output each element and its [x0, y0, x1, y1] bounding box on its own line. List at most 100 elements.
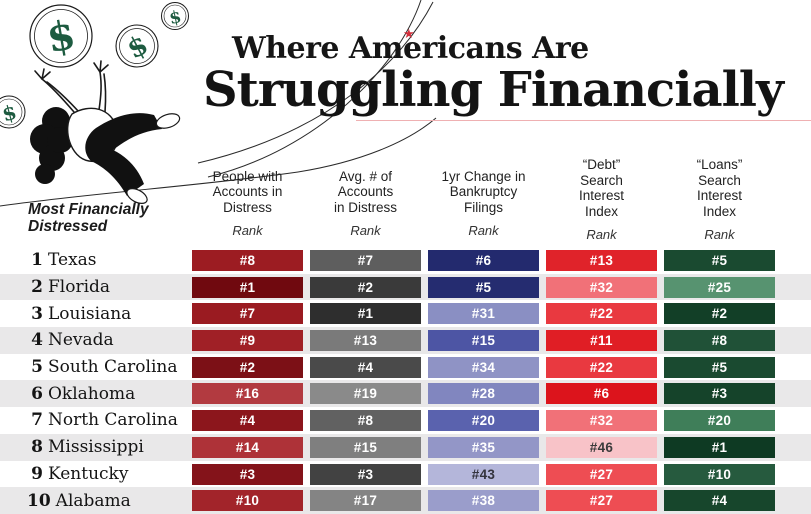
rank-cell: #6: [428, 250, 539, 271]
table-row: 5 South Carolina #2 #4 #34 #22 #5: [0, 354, 811, 381]
svg-text:$: $: [43, 11, 79, 62]
column-header-title: People with Accounts in Distress: [212, 168, 283, 215]
state-rank-number: 5: [31, 357, 43, 378]
title-line1: Where Americans Are: [232, 31, 589, 66]
state-name: Kentucky: [48, 463, 129, 484]
rank-cell: #8: [192, 250, 303, 271]
rank-cell: #4: [664, 490, 775, 512]
rank-cell: #3: [310, 463, 421, 485]
column-header: People with Accounts in Distress Rank: [182, 157, 313, 239]
column-rank-label: Rank: [232, 223, 263, 238]
state-rank-number: 4: [31, 330, 43, 351]
rank-cell: #1: [310, 303, 421, 325]
rank-cell: #13: [546, 250, 657, 271]
rank-cell: #8: [664, 330, 775, 352]
column-rank-label: Rank: [586, 227, 617, 242]
table-row: 6 Oklahoma #16 #19 #28 #6 #3: [0, 380, 811, 408]
rank-cell: #22: [546, 356, 657, 378]
rank-cell: #6: [546, 383, 657, 405]
table-row: 7 North Carolina #4 #8 #20 #32 #20: [0, 407, 811, 434]
rank-cell: #4: [310, 356, 421, 378]
column-header-title: “Loans” Search Interest Index: [696, 157, 743, 219]
rank-cell: #3: [664, 383, 775, 405]
rank-cell: #20: [428, 410, 539, 432]
title-underline-rule: [356, 120, 811, 121]
rank-cell: #27: [546, 463, 657, 485]
rank-cell: #16: [192, 383, 303, 405]
state-name: Florida: [48, 277, 111, 298]
rank-cell: #15: [428, 330, 539, 352]
rank-cell: #10: [192, 490, 303, 512]
rank-cell: #5: [428, 276, 539, 298]
rank-cell: #35: [428, 436, 539, 458]
state-label: 6 Oklahoma: [27, 384, 135, 404]
state-rank-number: 2: [31, 277, 43, 298]
state-label: 4 Nevada: [27, 330, 114, 350]
state-name: Oklahoma: [48, 383, 136, 404]
state-rank-number: 1: [31, 250, 43, 271]
rank-cell: #27: [546, 490, 657, 512]
state-label: 2 Florida: [27, 277, 110, 297]
table-row: 3 Louisiana #7 #1 #31 #22 #2: [0, 300, 811, 327]
rank-cell: #1: [664, 436, 775, 458]
rank-cell: #9: [192, 330, 303, 352]
column-header: “Loans” Search Interest Index Rank: [654, 157, 785, 242]
table-row: 8 Mississippi #14 #15 #35 #46 #1: [0, 433, 811, 461]
state-rank-number: 9: [31, 463, 43, 484]
column-header: Avg. # of Accounts in Distress Rank: [300, 157, 431, 239]
svg-text:$: $: [122, 29, 153, 65]
rank-cell: #11: [546, 330, 657, 352]
rank-cell: #2: [192, 356, 303, 378]
rank-cell: #2: [664, 303, 775, 325]
table-row: 10 Alabama #10 #17 #38 #27 #4: [0, 487, 811, 514]
rank-cell: #3: [192, 463, 303, 485]
state-name: Texas: [48, 250, 97, 271]
rank-cell: #22: [546, 303, 657, 325]
state-name: South Carolina: [48, 357, 178, 378]
table-row: 4 Nevada #9 #13 #15 #11 #8: [0, 327, 811, 354]
column-header-title: “Debt” Search Interest Index: [578, 157, 625, 219]
rank-cell: #2: [310, 276, 421, 298]
state-name: Alabama: [55, 490, 131, 511]
rank-cell: #5: [664, 250, 775, 271]
state-name: Louisiana: [48, 303, 132, 324]
rank-cell: #34: [428, 356, 539, 378]
rank-cell: #19: [310, 383, 421, 405]
rank-cell: #4: [192, 410, 303, 432]
column-rank-label: Rank: [350, 223, 381, 238]
state-name: Nevada: [48, 330, 114, 351]
rank-cell: #28: [428, 383, 539, 405]
rank-cell: #31: [428, 303, 539, 325]
falling-person-figure: [30, 60, 181, 204]
rank-cell: #17: [310, 490, 421, 512]
state-rank-number: 6: [31, 383, 43, 404]
state-label: 8 Mississippi: [27, 437, 144, 457]
rank-cell: #25: [664, 276, 775, 298]
dollar-coin-icon: $: [0, 95, 26, 129]
table-row: 1 Texas #8 #7 #6 #13 #5: [0, 247, 811, 274]
row-header-label: Most Financially Distressed: [28, 201, 149, 235]
rank-cell: #15: [310, 436, 421, 458]
state-rank-number: 8: [31, 437, 43, 458]
rank-cell: #13: [310, 330, 421, 352]
state-label: 9 Kentucky: [27, 464, 128, 484]
state-label: 1 Texas: [27, 250, 97, 271]
rank-cell: #10: [664, 463, 775, 485]
state-name: North Carolina: [48, 410, 178, 431]
rank-cell: #8: [310, 410, 421, 432]
rank-cell: #32: [546, 410, 657, 432]
rank-cell: #5: [664, 356, 775, 378]
rank-cell: #14: [192, 436, 303, 458]
rank-cell: #1: [192, 276, 303, 298]
rank-cell: #7: [192, 303, 303, 325]
table-row: 9 Kentucky #3 #3 #43 #27 #10: [0, 461, 811, 488]
star-icon: ★: [403, 26, 415, 41]
column-rank-label: Rank: [704, 227, 735, 242]
state-rank-number: 10: [27, 490, 51, 511]
rank-cell: #20: [664, 410, 775, 432]
state-name: Mississippi: [48, 437, 144, 458]
dollar-coin-icon: $: [161, 2, 189, 30]
column-header-title: Avg. # of Accounts in Distress: [333, 168, 397, 215]
column-header: 1yr Change in Bankruptcy Filings Rank: [418, 157, 549, 239]
